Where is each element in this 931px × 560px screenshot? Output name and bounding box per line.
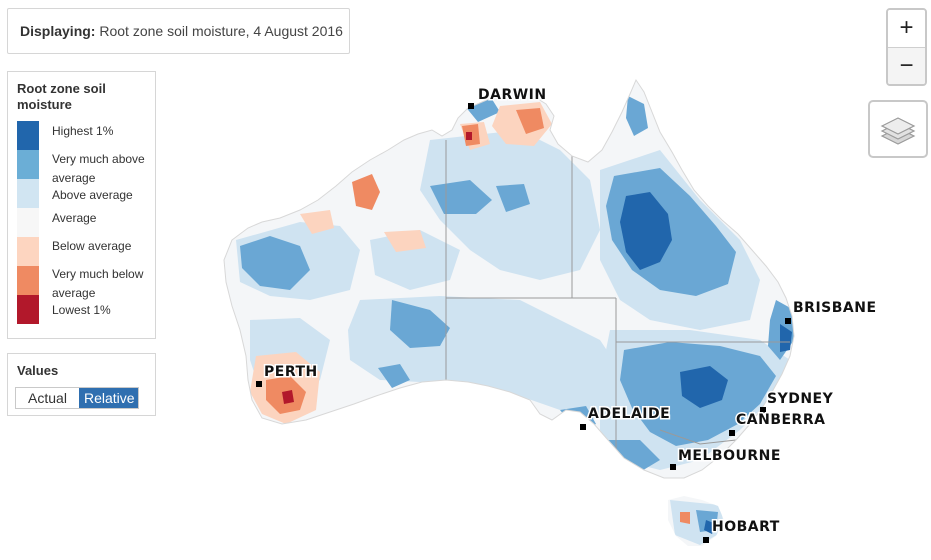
legend-label-below: Below average	[52, 239, 132, 253]
legend-swatch-above	[17, 179, 39, 208]
legend-swatch-highest	[17, 121, 39, 150]
layers-icon	[880, 117, 916, 145]
legend-label-highest: Highest 1%	[52, 124, 114, 138]
displaying-label: Displaying:	[20, 23, 96, 39]
legend-label-above: Above average	[52, 188, 133, 202]
legend-swatch-very-much-above	[17, 150, 39, 179]
layers-button[interactable]	[868, 100, 928, 158]
brisbane-marker[interactable]	[785, 318, 791, 324]
legend-swatch-very-much-below	[17, 266, 39, 295]
values-toggle: Actual Relative	[15, 387, 139, 409]
displaying-panel: Displaying: Root zone soil moisture, 4 A…	[7, 8, 350, 54]
zoom-in-button[interactable]: +	[888, 10, 925, 47]
legend-swatch-average	[17, 208, 39, 237]
canberra-marker[interactable]	[729, 430, 735, 436]
zoom-control: + −	[886, 8, 927, 86]
values-title: Values	[17, 363, 59, 378]
melbourne-label: MELBOURNE	[678, 448, 781, 464]
displaying-value: Root zone soil moisture, 4 August 2016	[99, 23, 343, 39]
legend-label-average: Average	[52, 211, 97, 225]
sydney-marker[interactable]	[760, 407, 766, 413]
values-panel: Values Actual Relative	[7, 353, 156, 416]
melbourne-marker[interactable]	[670, 464, 676, 470]
canberra-label: CANBERRA	[736, 412, 825, 428]
perth-label: PERTH	[264, 364, 318, 380]
legend-title: Root zone soil moisture	[17, 81, 106, 112]
darwin-marker[interactable]	[468, 103, 474, 109]
adelaide-marker[interactable]	[580, 424, 586, 430]
adelaide-label: ADELAIDE	[588, 406, 670, 422]
zoom-out-button[interactable]: −	[888, 47, 925, 84]
actual-button[interactable]: Actual	[16, 388, 79, 408]
legend-panel: Root zone soil moisture Highest 1% Very …	[7, 71, 156, 339]
legend-swatch-below	[17, 237, 39, 266]
hobart-label: HOBART	[712, 519, 780, 535]
legend-label-very-much-below: Very much below average	[52, 267, 144, 300]
legend-swatches	[17, 121, 39, 324]
hobart-marker[interactable]	[703, 537, 709, 543]
relative-button[interactable]: Relative	[79, 388, 138, 408]
legend-label-very-much-above: Very much above average	[52, 152, 145, 185]
sydney-label: SYDNEY	[767, 391, 834, 407]
brisbane-label: BRISBANE	[793, 300, 877, 316]
legend-swatch-lowest	[17, 295, 39, 324]
darwin-label: DARWIN	[478, 87, 547, 103]
legend-label-lowest: Lowest 1%	[52, 303, 111, 317]
perth-marker[interactable]	[256, 381, 262, 387]
